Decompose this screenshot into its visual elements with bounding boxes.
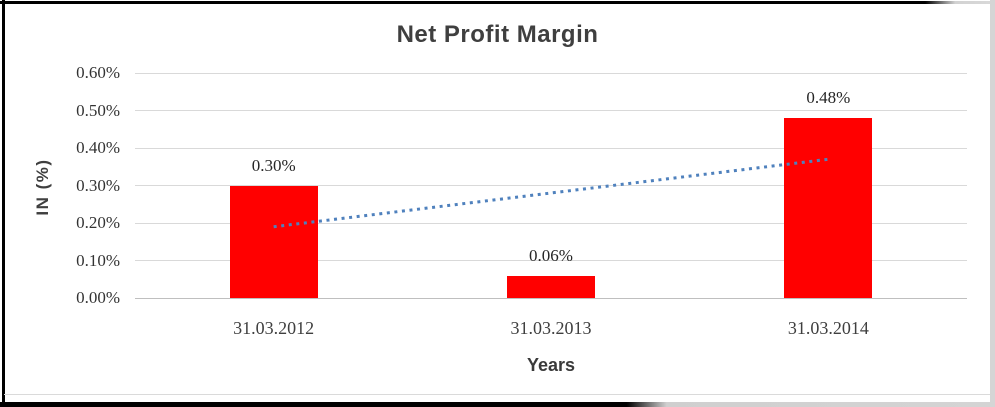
bar (507, 275, 595, 298)
y-tick-label: 0.50% (76, 100, 120, 120)
chart-area-bottom-edge (4, 394, 990, 395)
x-tick-label: 31.03.2013 (510, 318, 592, 338)
gridline (135, 260, 967, 261)
frame-border-left (2, 0, 5, 407)
x-axis-title: Years (526, 355, 576, 375)
y-tick-label: 0.10% (76, 250, 120, 270)
y-tick-label: 0.40% (76, 138, 120, 157)
bar-data-label: 0.30% (251, 155, 296, 175)
frame-border-right (990, 0, 995, 407)
gridline (135, 72, 967, 74)
gridline (135, 110, 967, 111)
x-tick-label: 31.03.2014 (787, 318, 869, 338)
x-tick-label: 31.03.2012 (233, 318, 315, 338)
gridline (135, 147, 967, 149)
gridline (135, 297, 967, 299)
frame-border-bottom (0, 402, 995, 407)
y-tick-label: 0.00% (76, 288, 120, 307)
chart-title: Net Profit Margin (396, 21, 599, 48)
bar-data-label: 0.48% (806, 88, 851, 107)
bar (229, 185, 318, 298)
y-tick-label: 0.60% (76, 63, 120, 82)
y-tick-label: 0.30% (76, 175, 120, 195)
frame-border-top (0, 1, 995, 4)
bar (784, 118, 873, 298)
y-tick-label: 0.20% (76, 213, 120, 232)
bar-data-label: 0.06% (529, 245, 573, 265)
